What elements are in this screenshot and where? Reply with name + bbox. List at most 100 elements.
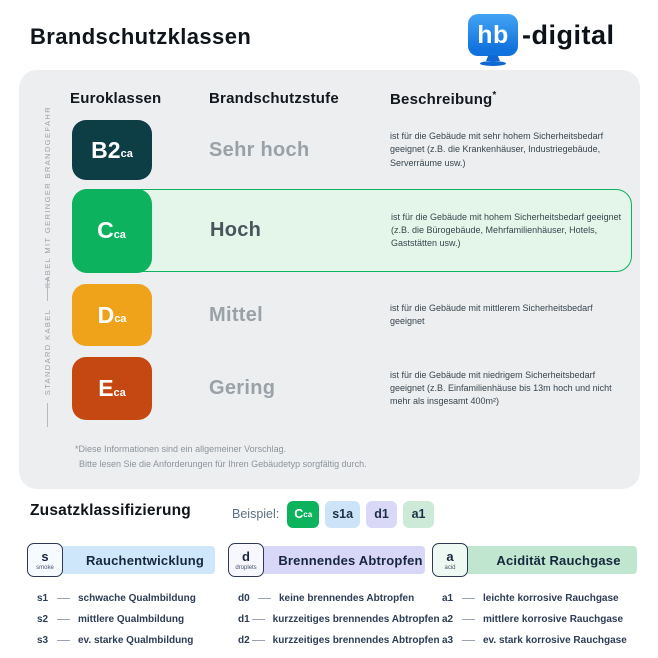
description-text: ist für die Gebäude mit hohem Sicherheit… bbox=[391, 211, 622, 249]
category-title: Rauchentwicklung bbox=[85, 552, 205, 568]
category-title-bar: Brennendes Abtropfen bbox=[256, 546, 425, 574]
level-label: Sehr hoch bbox=[209, 138, 310, 161]
footnote: *Diese Informationen sind ein allgemeine… bbox=[75, 442, 367, 472]
item-code: d1 bbox=[238, 614, 250, 625]
smoke-tag-icon: s smoke bbox=[27, 543, 63, 577]
side-label-text: KABEL MIT GERINGER BRANDGEFAHR bbox=[42, 105, 52, 289]
badge-subscript: ca bbox=[303, 509, 313, 519]
droplets-tag-icon: d droplets bbox=[228, 543, 264, 577]
item-code: a2 bbox=[442, 614, 454, 625]
category-smoke: s smoke Rauchentwicklung s1 schwache Qual… bbox=[27, 543, 215, 651]
hb-logo-base bbox=[480, 61, 506, 66]
page-title: Brandschutzklassen bbox=[30, 24, 252, 49]
category-items: s1 schwache Qualmbildung s2 mittlere Qualm… bbox=[27, 588, 215, 651]
acid-tag-icon: a acid bbox=[432, 543, 468, 577]
example-badge-d1: d1 bbox=[366, 500, 398, 528]
dash-line bbox=[57, 640, 70, 641]
item-text: kurzzeitiges brennendes Abtropfen bbox=[272, 635, 440, 646]
dash-line bbox=[251, 640, 265, 641]
level-label: Gering bbox=[209, 377, 276, 399]
hb-digital-logo: hb -digital bbox=[468, 14, 615, 66]
category-header: d droplets Brennendes Abtropfen bbox=[228, 543, 425, 577]
item-text: kurzzeitiges brennendes Abtropfen bbox=[272, 614, 440, 625]
item-text: ev. stark korrosive Rauchgase bbox=[483, 635, 627, 646]
description-text: ist für die Gebäude mit sehr hohem Siche… bbox=[390, 131, 604, 168]
logo-wordmark: -digital bbox=[522, 20, 615, 50]
asterisk-mark: * bbox=[492, 90, 497, 101]
footnote-line-1: *Diese Informationen sind ein allgemeine… bbox=[75, 444, 287, 454]
category-title: Acidität Rauchgase bbox=[496, 552, 621, 568]
tag-label: acid bbox=[444, 564, 456, 571]
item-text: ev. starke Qualmbildung bbox=[78, 635, 194, 646]
dash-line bbox=[57, 598, 70, 599]
list-item: d1 kurzzeitiges brennendes Abtropfen bbox=[228, 609, 440, 630]
column-header-beschreibung: Beschreibung* bbox=[390, 90, 497, 108]
beschreibung-text: Beschreibung bbox=[390, 91, 493, 108]
tag-letter: d bbox=[242, 548, 250, 564]
hb-logo-text: hb bbox=[477, 20, 509, 49]
item-text: schwache Qualmbildung bbox=[78, 593, 196, 604]
category-items: a1 leichte korrosive Rauchgase a2 mittlere… bbox=[432, 588, 637, 651]
item-text: leichte korrosive Rauchgase bbox=[483, 593, 619, 604]
list-item: a2 mittlere korrosive Rauchgase bbox=[432, 609, 637, 630]
dash-line bbox=[258, 598, 271, 599]
example-badge-s1a: s1a bbox=[325, 500, 361, 528]
list-item: s3 ev. starke Qualmbildung bbox=[27, 630, 215, 651]
tag-label: droplets bbox=[235, 564, 257, 571]
item-text: mittlere Qualmbildung bbox=[78, 614, 185, 625]
item-code: a3 bbox=[442, 635, 454, 646]
badge-code: D bbox=[97, 301, 115, 328]
tag-letter: a bbox=[446, 548, 454, 564]
list-item: a3 ev. stark korrosive Rauchgase bbox=[432, 630, 637, 651]
tag-letter: s bbox=[41, 548, 49, 564]
hb-logo-bubble: hb bbox=[468, 14, 518, 56]
item-code: a1 bbox=[442, 593, 454, 604]
category-title-bar: Acidität Rauchgase bbox=[460, 546, 637, 574]
euroclass-badge-b2ca: B2 ca bbox=[72, 120, 152, 180]
example-label: Beispiel: bbox=[232, 507, 280, 521]
list-item: a1 leichte korrosive Rauchgase bbox=[432, 588, 637, 609]
item-text: mittlere korrosive Rauchgase bbox=[483, 614, 624, 625]
table-row-b2ca: B2 ca Sehr hoch ist für die Gebäude mit s… bbox=[72, 120, 632, 180]
category-header: a acid Acidität Rauchgase bbox=[432, 543, 637, 577]
column-header-euroklassen: Euroklassen bbox=[70, 90, 162, 107]
list-item: s1 schwache Qualmbildung bbox=[27, 588, 215, 609]
badge-code: C bbox=[294, 507, 304, 521]
level-label: Hoch bbox=[210, 219, 262, 241]
dash-line bbox=[251, 619, 265, 620]
badge-subscript: ca bbox=[120, 148, 133, 160]
category-acid: a acid Acidität Rauchgase a1 leichte korr… bbox=[432, 543, 637, 651]
hb-logo-icon: hb bbox=[468, 14, 518, 66]
badge-subscript: ca bbox=[113, 386, 126, 399]
item-code: d2 bbox=[238, 635, 250, 646]
hb-logo-stand bbox=[486, 55, 500, 61]
list-item: d0 keine brennendes Abtropfen bbox=[228, 588, 425, 609]
level-label: Mittel bbox=[209, 303, 264, 326]
dash-line bbox=[462, 619, 475, 620]
badge-code: C bbox=[97, 217, 114, 243]
category-items: d0 keine brennendes Abtropfen d1 kurzzeiti… bbox=[228, 588, 440, 651]
badge-subscript: ca bbox=[113, 228, 126, 241]
side-label-standard-cable: STANDARD KABEL bbox=[40, 267, 54, 437]
decorative-line bbox=[46, 276, 48, 301]
column-header-brandschutzstufe: Brandschutzstufe bbox=[209, 90, 339, 107]
category-header: s smoke Rauchentwicklung bbox=[27, 543, 215, 577]
tag-label: smoke bbox=[36, 564, 54, 571]
category-droplets: d droplets Brennendes Abtropfen d0 keine … bbox=[228, 543, 440, 651]
fire-class-card: Euroklassen Brandschutzstufe Beschreibun… bbox=[19, 70, 640, 489]
side-label-text: STANDARD KABEL bbox=[42, 308, 52, 396]
category-title: Brennendes Abtropfen bbox=[278, 552, 423, 568]
category-title-bar: Rauchentwicklung bbox=[55, 546, 215, 574]
description-text: ist für die Gebäude mit mittlerem Sicher… bbox=[390, 302, 593, 326]
footnote-line-2: Bitte lesen Sie die Anforderungen für Ih… bbox=[79, 459, 367, 469]
description-text: ist für die Gebäude mit niedrigem Sicher… bbox=[390, 369, 612, 407]
badge-code: E bbox=[98, 375, 114, 401]
